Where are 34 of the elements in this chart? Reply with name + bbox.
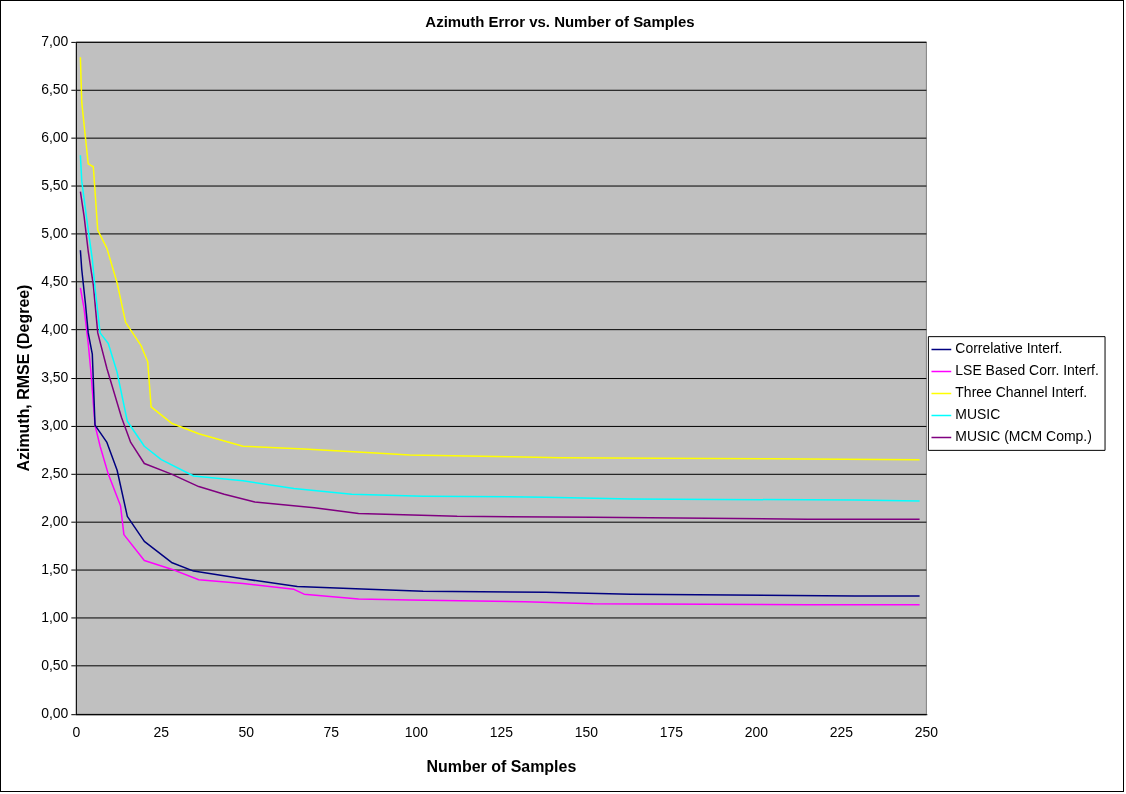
x-tick-label: 100 [404,724,429,741]
x-tick-label: 175 [659,724,684,741]
x-tick-label: 250 [914,724,939,741]
y-tick-label: 0,50 [41,657,69,674]
x-tick-label: 25 [153,724,170,741]
y-tick-label: 5,00 [41,224,69,241]
x-tick-label: 200 [744,724,769,741]
x-tick-label: 50 [238,724,255,741]
legend-label: MUSIC (MCM Comp.) [955,428,1092,445]
y-tick-label: 6,50 [41,80,69,97]
x-tick-label: 225 [829,724,854,741]
y-tick-label: 3,00 [41,416,69,433]
y-tick-label: 2,00 [41,512,69,529]
x-tick-label: 75 [323,724,340,741]
y-tick-label: 3,50 [41,368,69,385]
y-tick-label: 6,00 [41,128,69,145]
y-tick-label: 0,00 [41,705,69,722]
x-tick-label: 125 [489,724,514,741]
x-axis-title: Number of Samples [426,757,577,775]
y-tick-label: 1,00 [41,609,69,625]
y-tick-label: 5,50 [41,176,69,193]
y-tick-label: 4,00 [41,320,69,337]
x-tick-label: 0 [72,724,81,741]
x-tick-label: 150 [574,724,599,741]
y-tick-label: 2,50 [41,464,69,481]
y-axis-title: Azimuth, RMSE (Degree) [14,284,32,472]
legend-label: LSE Based Corr. Interf. [955,362,1099,379]
y-tick-label: 4,50 [41,272,69,289]
legend-label: MUSIC [955,406,1001,423]
y-tick-label: 7,00 [41,32,69,49]
legend-label: Correlative Interf. [955,340,1063,357]
legend-label: Three Channel Interf. [955,384,1088,401]
y-tick-label: 1,50 [41,560,69,577]
chart-title: Azimuth Error vs. Number of Samples [425,13,695,31]
